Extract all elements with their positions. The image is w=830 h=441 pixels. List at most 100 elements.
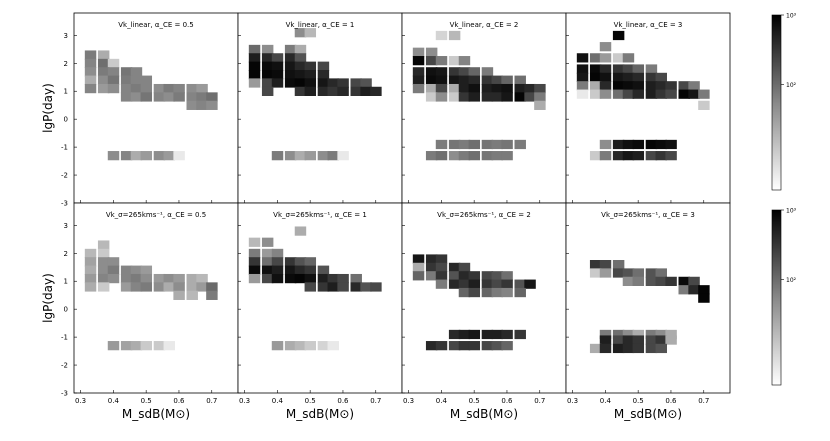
heatmap-cell — [261, 53, 274, 63]
heatmap-cell — [448, 271, 461, 281]
heatmap-cell — [599, 72, 612, 83]
heatmap-cell — [271, 53, 284, 63]
heatmap-cell — [107, 67, 120, 77]
heatmap-cell — [261, 86, 274, 96]
panel-title: Vk_linear, α_CE = 2 — [450, 21, 519, 29]
heatmap-cell — [435, 67, 448, 77]
heatmap-cell — [645, 139, 658, 150]
x-tick-label: 0.6 — [665, 397, 677, 405]
heatmap-cell — [130, 273, 143, 284]
heatmap-cell — [304, 61, 317, 71]
panel-5: Vk_σ=265kms⁻¹, α_CE = 0.5 -3 -2 -1 0 1 2 3 0.3 0.… — [61, 202, 239, 405]
heatmap-cell — [589, 151, 602, 161]
x-tick-label: 0.3 — [239, 397, 250, 405]
heatmap-cell — [622, 89, 635, 99]
x-tick-label: 0.4 — [600, 397, 612, 405]
heatmap-cell — [261, 237, 274, 247]
heatmap-cell — [468, 287, 481, 298]
heatmap-cell — [97, 240, 110, 250]
heatmap-cell — [271, 265, 284, 275]
heatmap-cell — [271, 151, 284, 161]
heatmap-cell — [622, 81, 635, 91]
x-tick-label: 0.3 — [567, 397, 578, 405]
heatmap-cell — [589, 260, 602, 270]
heatmap-cell — [327, 273, 339, 284]
x-tick-label: 0.6 — [173, 397, 185, 405]
heatmap-cell — [448, 67, 461, 77]
heatmap-cell — [107, 265, 120, 275]
heatmap-cell — [84, 282, 97, 292]
heatmap-cell — [173, 92, 185, 102]
heatmap-cell — [655, 343, 667, 354]
heatmap-cell — [524, 92, 536, 102]
heatmap-cell — [622, 329, 635, 340]
heatmap-cell — [84, 50, 97, 60]
heatmap-cell — [448, 151, 461, 161]
heatmap-cell — [435, 262, 448, 273]
panel-title: Vk_linear, α_CE = 3 — [614, 21, 683, 29]
heatmap-cell — [468, 83, 481, 94]
heatmap-cell — [337, 273, 349, 284]
heatmap-cell — [261, 70, 274, 80]
heatmap-cell — [655, 151, 667, 161]
y-tick-label: -3 — [61, 390, 68, 398]
heatmap-cell — [599, 260, 612, 270]
heatmap-cell — [458, 151, 471, 161]
heatmap-cell — [360, 78, 372, 88]
heatmap-cell — [622, 139, 635, 150]
heatmap-cell — [317, 70, 330, 80]
heatmap-cell — [163, 151, 175, 161]
heatmap-cell — [514, 279, 526, 289]
heatmap-cell — [599, 343, 612, 354]
heatmap-cell — [337, 78, 349, 88]
heatmap-cell — [412, 56, 425, 66]
heatmap-cell — [458, 83, 471, 94]
heatmap-cell — [248, 53, 261, 63]
heatmap-cell — [107, 273, 120, 284]
heatmap-cell — [622, 276, 635, 286]
heatmap-cell — [448, 75, 461, 85]
heatmap-cell — [458, 279, 471, 289]
heatmap-cell — [294, 341, 307, 351]
heatmap-cell — [612, 30, 625, 41]
heatmap-cell — [120, 282, 133, 292]
y-tick-label: -3 — [61, 200, 68, 208]
panel-6: Vk_σ=265kms⁻¹, α_CE = 1 0.3 0.4 0.5 0.6 0.7 — [237, 202, 403, 405]
heatmap-cell — [589, 89, 602, 99]
heatmap-cell — [576, 81, 589, 91]
heatmap-cell — [337, 151, 349, 161]
heatmap-cell — [271, 273, 284, 284]
heatmap-cell — [514, 139, 526, 150]
heatmap-cell — [458, 56, 471, 66]
heatmap-cell — [645, 72, 658, 83]
heatmap-cell — [435, 151, 448, 161]
heatmap-cell — [261, 61, 274, 71]
heatmap-cell — [481, 329, 494, 340]
panel-7: Vk_σ=265kms⁻¹, α_CE = 2 0.3 0.4 0.5 0.6 0.7 — [401, 202, 567, 405]
heatmap-cell — [163, 92, 175, 102]
heatmap-cell — [327, 341, 339, 351]
heatmap-cell — [317, 341, 330, 351]
panel-2: Vk_linear, α_CE = 1 — [237, 12, 403, 204]
heatmap-cell — [501, 271, 513, 281]
heatmap-cell — [622, 72, 635, 83]
heatmap-cell — [317, 273, 330, 284]
heatmap-cell — [261, 273, 274, 284]
heatmap-cell — [360, 282, 372, 292]
heatmap-cell — [448, 262, 461, 273]
heatmap-cell — [458, 92, 471, 102]
heatmap-cell — [248, 70, 261, 80]
panel-background — [402, 203, 566, 393]
heatmap-cell — [327, 282, 339, 292]
heatmap-cell — [196, 92, 208, 102]
heatmap-cell — [140, 151, 153, 161]
heatmap-cell — [284, 257, 297, 267]
heatmap-cell — [304, 78, 317, 88]
heatmap-cell — [130, 282, 143, 292]
x-tick-label: 0.5 — [305, 397, 316, 405]
heatmap-cell — [130, 341, 143, 351]
heatmap-cell — [448, 279, 461, 289]
heatmap-cell — [665, 276, 677, 286]
heatmap-cell — [248, 248, 261, 259]
heatmap-cell — [491, 271, 503, 281]
